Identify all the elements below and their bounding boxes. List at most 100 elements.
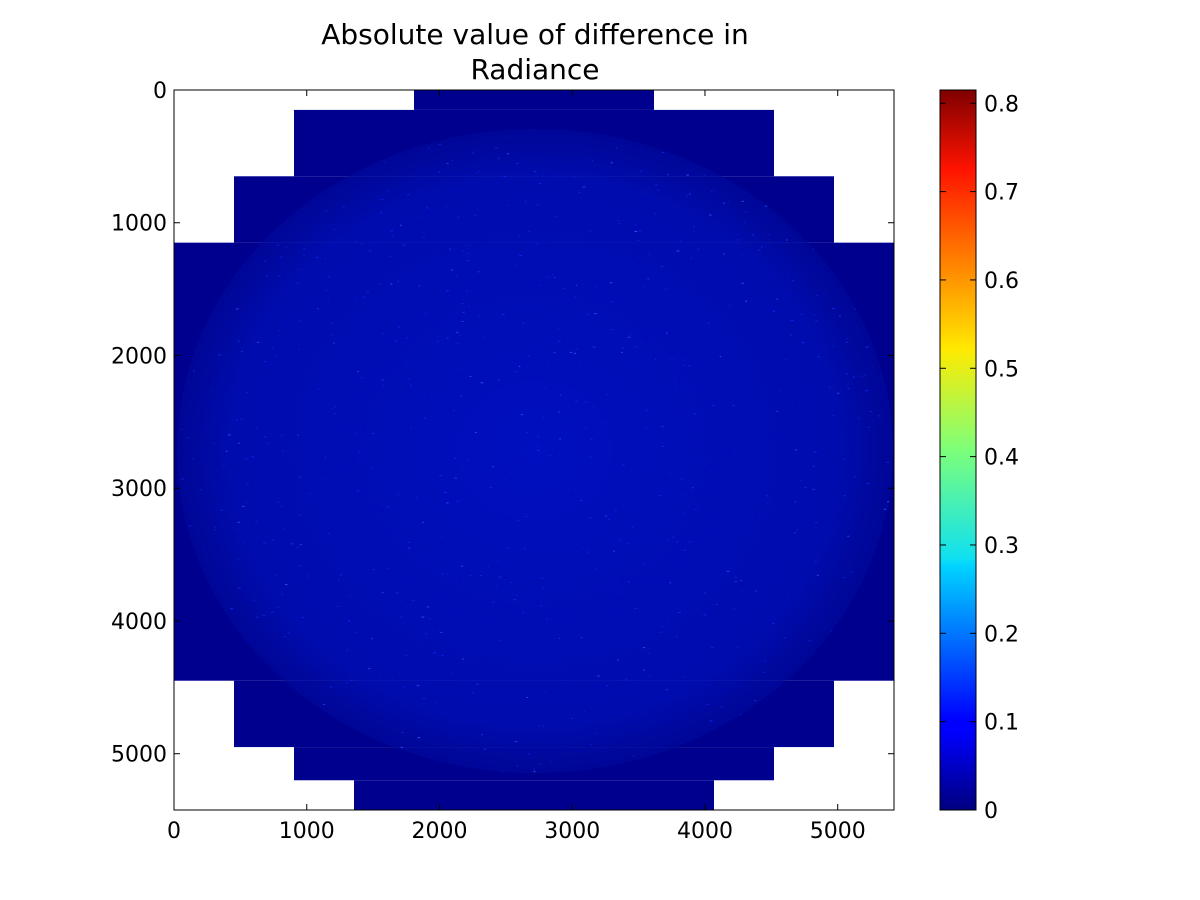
texture-speck [662, 697, 666, 699]
texture-speck [451, 570, 454, 572]
texture-speck [471, 681, 473, 682]
texture-speck [727, 417, 730, 419]
texture-speck [858, 503, 860, 505]
texture-speck [742, 583, 744, 585]
texture-speck [327, 533, 330, 535]
texture-speck [506, 153, 510, 155]
texture-speck [297, 608, 299, 610]
texture-speck [193, 370, 195, 372]
texture-speck [837, 392, 840, 394]
texture-speck [645, 428, 648, 430]
texture-speck [193, 425, 196, 427]
texture-speck [360, 173, 362, 175]
texture-speck [373, 569, 375, 571]
texture-speck [858, 417, 860, 419]
texture-speck [217, 354, 221, 356]
texture-speck [301, 616, 304, 618]
texture-speck [886, 461, 890, 463]
texture-speck [540, 605, 543, 607]
x-tick-label: 1000 [279, 819, 335, 844]
texture-speck [437, 595, 441, 597]
texture-speck [367, 279, 369, 281]
texture-speck [490, 676, 492, 677]
texture-speck [690, 173, 693, 175]
texture-speck [463, 321, 465, 323]
texture-speck [673, 357, 675, 359]
texture-speck [563, 287, 565, 289]
texture-speck [427, 563, 429, 565]
texture-speck [771, 435, 775, 437]
texture-speck [835, 445, 838, 447]
texture-speck [729, 508, 732, 510]
texture-speck [737, 646, 739, 648]
texture-speck [318, 234, 321, 236]
texture-speck [610, 632, 613, 634]
texture-speck [808, 640, 811, 642]
texture-speck [713, 400, 717, 402]
texture-speck [279, 319, 282, 320]
texture-speck [515, 265, 518, 267]
texture-speck [622, 578, 625, 580]
texture-speck [457, 216, 460, 218]
texture-speck [697, 388, 699, 390]
texture-speck [459, 334, 461, 336]
texture-speck [881, 528, 885, 530]
texture-speck [665, 331, 668, 333]
texture-speck [555, 216, 558, 218]
texture-speck [624, 721, 626, 723]
texture-speck [403, 686, 407, 688]
texture-speck [405, 337, 408, 339]
texture-speck [517, 364, 521, 366]
texture-speck [350, 399, 353, 401]
texture-speck [795, 449, 798, 451]
texture-speck [871, 417, 874, 419]
texture-speck [489, 487, 493, 489]
texture-speck [728, 492, 730, 494]
texture-speck [458, 762, 461, 764]
texture-speck [412, 599, 415, 601]
texture-speck [703, 615, 706, 616]
texture-speck [566, 426, 569, 427]
texture-speck [683, 549, 686, 551]
texture-speck [760, 213, 763, 214]
texture-speck [801, 302, 803, 303]
texture-speck [314, 245, 317, 247]
texture-speck [633, 258, 635, 260]
texture-speck [785, 359, 787, 360]
texture-speck [371, 638, 373, 640]
texture-speck [620, 591, 622, 593]
texture-speck [395, 592, 399, 594]
texture-speck [537, 450, 540, 451]
texture-speck [387, 567, 390, 569]
texture-speck [692, 261, 694, 263]
texture-speck [865, 390, 869, 392]
texture-speck [468, 305, 470, 307]
texture-speck [517, 520, 520, 522]
texture-speck [803, 525, 806, 527]
texture-speck [287, 632, 291, 634]
texture-speck [714, 481, 716, 483]
texture-speck [338, 579, 340, 581]
texture-speck [393, 530, 396, 532]
texture-speck [381, 592, 385, 594]
texture-speck [516, 462, 519, 464]
texture-speck [211, 390, 213, 392]
texture-speck [636, 615, 639, 616]
texture-speck [242, 388, 244, 390]
texture-speck [489, 765, 492, 767]
texture-speck [668, 357, 672, 359]
texture-speck [399, 367, 402, 368]
texture-speck [522, 348, 524, 349]
texture-speck [813, 314, 816, 316]
texture-speck [456, 661, 460, 663]
texture-speck [779, 615, 781, 617]
colorbar-tick-label: 0.8 [984, 92, 1019, 117]
texture-speck [356, 490, 359, 492]
texture-speck [369, 600, 372, 602]
texture-speck [710, 519, 713, 521]
texture-speck [593, 424, 596, 425]
texture-speck [258, 627, 261, 629]
texture-speck [357, 538, 359, 540]
texture-speck [639, 221, 641, 223]
texture-speck [617, 659, 620, 661]
